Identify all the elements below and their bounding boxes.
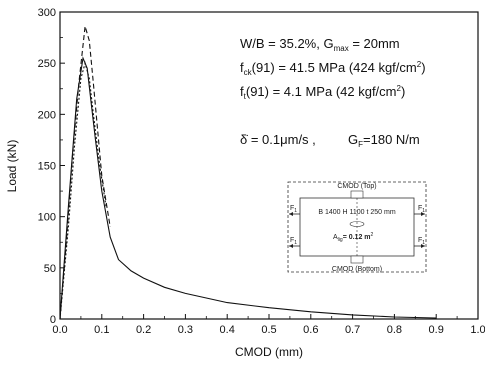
annotation-fck: fck(91) = 41.5 MPa (424 kgf/cm2) (240, 60, 426, 77)
force-arrowhead-right-bottom (421, 244, 425, 248)
annotation-fck-sup: 2 (417, 60, 422, 69)
inset-area-sub: lig (338, 237, 343, 243)
annotation-ft-value: (91) = 4.1 MPa (42 kgf/cm (246, 84, 397, 99)
x-tick-label: 0.1 (94, 324, 109, 336)
inset-dimensions: B 1400 H 1100 t 250 mm (318, 209, 395, 216)
y-tick-label: 50 (44, 263, 56, 275)
x-tick-label: 0.9 (429, 324, 444, 336)
x-tick-label: 0.3 (178, 324, 193, 336)
annotation-ft: ft(91) = 4.1 MPa (42 kgf/cm2) (240, 84, 405, 101)
x-tick-label: 0.2 (136, 324, 151, 336)
x-tick-label: 0.8 (387, 324, 402, 336)
inset-force-left-1-f: F (290, 205, 294, 212)
annotation-gmax-value: = 20mm (349, 36, 400, 51)
series-layer (59, 26, 437, 320)
series-line-2 (59, 26, 111, 320)
inset-area-value: = 0.12 m (343, 234, 371, 241)
x-tick-label: 0.0 (52, 324, 67, 336)
x-tick-label: 0.7 (345, 324, 360, 336)
annotation-rate: δ̇ = 0.1μm/s , (240, 132, 316, 147)
y-tick-label: 250 (38, 58, 56, 70)
x-axis-title: CMOD (mm) (235, 345, 303, 359)
inset-force-left-1: F1 (290, 205, 297, 214)
force-arrowhead-left-bottom (289, 244, 293, 248)
annotation-wb-text: W/B = 35.2%, G (240, 36, 334, 51)
series-line-1 (59, 56, 437, 320)
annotation-ft-close: ) (401, 84, 405, 99)
annotation-gf: GF=180 N/m (348, 132, 420, 149)
annotation-gf-sub: F (358, 140, 363, 149)
x-tick-label: 0.6 (303, 324, 318, 336)
annotation-gf-g: G (348, 132, 358, 147)
inset-force-right-1-sub: 1 (422, 208, 425, 214)
x-tick-label: 0.5 (261, 324, 276, 336)
inset-area-a: A (333, 234, 338, 241)
x-tick-label: 0.4 (220, 324, 235, 336)
inset-ligament-area: Alig= 0.12 m2 (333, 232, 374, 243)
inset-cmod-bottom-label: CMOD (Bottom) (332, 266, 382, 273)
annotation-fck-value: (91) = 41.5 MPa (424 kgf/cm (252, 60, 417, 75)
inset-force-right-2-f: F (418, 237, 422, 244)
force-arrowhead-left-top (289, 212, 293, 216)
annotation-gmax-sub: max (334, 44, 349, 53)
x-tick-label: 1.0 (470, 324, 485, 336)
inset-force-right-1: F1 (418, 205, 425, 214)
y-tick-label: 0 (50, 314, 56, 326)
y-axis-title: Load (kN) (5, 140, 19, 193)
inset-gauge-symbol (349, 221, 365, 227)
series-line-3 (59, 61, 107, 320)
y-tick-label: 300 (38, 7, 56, 19)
annotation-ft-sup: 2 (397, 84, 402, 93)
y-tick-label: 200 (38, 109, 56, 121)
annotation-fck-close: ) (421, 60, 425, 75)
inset-force-right-2-sub: 1 (422, 240, 425, 246)
axis-ticks: 0.0 0.1 0.2 0.3 0.4 0.5 0.6 0.7 0.8 0.9 1.0 0 50 100 1… (38, 7, 485, 336)
inset-frame (287, 181, 427, 273)
inset-force-left-2-f: F (290, 237, 294, 244)
inset-cmod-top-label: CMOD (Top) (337, 183, 376, 190)
inset-force-right-1-f: F (418, 205, 422, 212)
annotation-fck-sub: ck (244, 68, 253, 77)
inset-force-left-2: F1 (290, 237, 297, 246)
force-arrowhead-right-top (421, 212, 425, 216)
inset-force-left-2-sub: 1 (294, 240, 297, 246)
inset-area-sup: 2 (371, 232, 374, 238)
notch-bottom (350, 255, 364, 264)
annotation-wb-gmax: W/B = 35.2%, Gmax = 20mm (240, 36, 400, 53)
inset-force-right-2: F1 (418, 237, 425, 246)
plot-frame (59, 11, 479, 320)
y-tick-label: 100 (38, 212, 56, 224)
inset-force-left-1-sub: 1 (294, 208, 297, 214)
specimen-inset: CMOD (Top) CMOD (Bottom) B 1400 H 1100 t… (287, 181, 427, 273)
annotation-gf-value: =180 N/m (363, 132, 420, 147)
y-tick-label: 150 (38, 161, 56, 173)
annotation-fck-f: f (240, 60, 244, 75)
annotation-ft-f: f (240, 84, 244, 99)
annotation-ft-sub: t (244, 92, 247, 101)
notch-top (350, 190, 364, 199)
